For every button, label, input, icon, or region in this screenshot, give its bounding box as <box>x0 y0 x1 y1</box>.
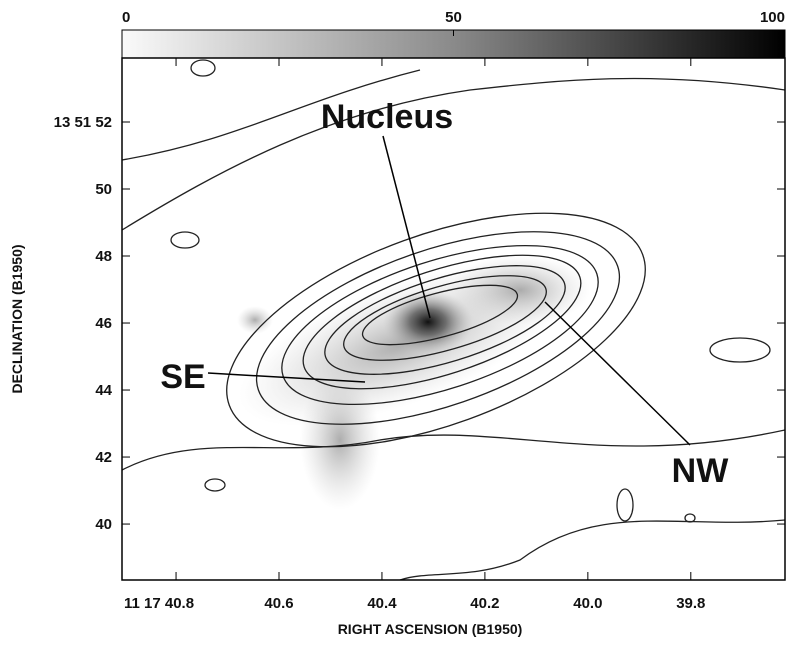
x-tick-label: 40.4 <box>367 595 397 612</box>
y-tick-label: 44 <box>95 382 112 399</box>
colorbar-tick-label: 100 <box>760 9 785 26</box>
y-tick-label: 46 <box>95 315 112 332</box>
x-axis-label: RIGHT ASCENSION (B1950) <box>338 621 523 637</box>
y-tick-label: 13 51 52 <box>54 114 112 131</box>
x-tick-label: 11 17 40.8 <box>124 595 194 612</box>
plot-frame <box>121 57 786 581</box>
annotation: Nucleus <box>321 98 453 136</box>
y-tick-label: 50 <box>95 181 112 198</box>
contours <box>122 59 785 580</box>
annotation: SE <box>160 358 205 396</box>
x-tick-label: 40.6 <box>264 595 293 612</box>
y-tick-label: 40 <box>95 516 112 533</box>
annotation-pointer <box>544 301 691 446</box>
x-tick-label: 40.2 <box>470 595 499 612</box>
y-tick-label: 42 <box>95 449 112 466</box>
annotation-pointer <box>207 372 366 383</box>
colorbar-tick-label: 50 <box>445 9 462 26</box>
annotation: NW <box>672 452 730 490</box>
y-axis-label: DECLINATION (B1950) <box>9 244 25 393</box>
x-tick-label: 40.0 <box>573 595 602 612</box>
image <box>122 59 785 580</box>
annotation-pointer <box>382 135 431 319</box>
y-tick-label: 48 <box>95 248 112 265</box>
x-tick-label: 39.8 <box>676 595 705 612</box>
colorbar-tick-label: 0 <box>122 9 130 26</box>
